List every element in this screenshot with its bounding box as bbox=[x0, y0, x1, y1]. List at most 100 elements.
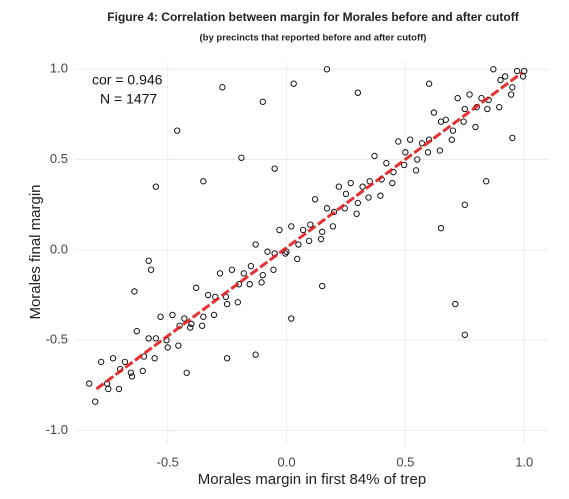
chart-subtitle: (by precincts that reported before and a… bbox=[200, 33, 427, 44]
scatter-point bbox=[264, 248, 271, 255]
x-tick-label: -0.5 bbox=[156, 454, 178, 469]
scatter-point bbox=[317, 235, 325, 243]
scatter-point bbox=[436, 147, 444, 154]
scatter-point bbox=[228, 266, 236, 273]
annotation: cor = 0.946 bbox=[92, 72, 163, 88]
scatter-point bbox=[271, 165, 278, 172]
scatter-point bbox=[157, 313, 164, 320]
scatter-point bbox=[219, 84, 226, 91]
scatter-point bbox=[329, 223, 337, 230]
scatter-point bbox=[169, 311, 176, 319]
scatter-point bbox=[508, 91, 515, 98]
scatter-point bbox=[139, 367, 146, 375]
scatter-point bbox=[151, 355, 158, 362]
x-tick-label: 0.0 bbox=[278, 454, 296, 469]
scatter-point bbox=[437, 118, 445, 125]
scatter-point bbox=[115, 385, 123, 393]
scatter-point bbox=[497, 76, 504, 84]
scatter-point bbox=[461, 105, 468, 113]
scatter-point bbox=[496, 104, 503, 111]
scatter-point bbox=[330, 208, 338, 216]
scatter-point bbox=[319, 282, 326, 290]
scatter-point bbox=[390, 169, 397, 176]
scatter-point bbox=[383, 160, 390, 167]
scatter-point bbox=[449, 127, 457, 134]
scatter-point bbox=[223, 355, 231, 362]
scatter-point bbox=[513, 67, 521, 75]
scatter-point bbox=[430, 109, 438, 116]
scatter-point bbox=[483, 178, 490, 185]
scatter-point bbox=[389, 179, 396, 187]
scatter-point bbox=[133, 328, 140, 335]
scatter-point bbox=[200, 178, 207, 185]
scatter-point bbox=[406, 136, 414, 143]
scatter-point bbox=[252, 351, 259, 358]
scatter-point bbox=[452, 300, 459, 308]
scatter-point bbox=[307, 221, 314, 228]
y-tick-label: -1.0 bbox=[46, 422, 68, 437]
scatter-point bbox=[300, 226, 307, 234]
scatter-point bbox=[258, 279, 265, 286]
annotation: N = 1477 bbox=[100, 91, 157, 107]
scatter-point bbox=[121, 358, 129, 366]
scatter-point bbox=[175, 342, 182, 349]
scatter-point bbox=[174, 127, 181, 134]
scatter-point bbox=[183, 369, 190, 376]
scatter-point bbox=[145, 335, 152, 342]
scatter-point bbox=[323, 205, 331, 212]
scatter-point bbox=[86, 380, 93, 387]
scatter-point bbox=[290, 80, 297, 87]
scatter-point bbox=[210, 311, 218, 319]
scatter-point bbox=[366, 178, 373, 185]
scatter-point bbox=[247, 262, 255, 270]
scatter-point bbox=[342, 190, 350, 198]
scatter-point bbox=[412, 167, 420, 174]
scatter-point bbox=[234, 299, 241, 306]
scatter-point bbox=[164, 344, 171, 351]
scatter-point bbox=[335, 183, 342, 190]
scatter-point bbox=[152, 183, 159, 190]
scatter-point bbox=[460, 118, 467, 125]
fit-line bbox=[95, 71, 523, 391]
scatter-point bbox=[288, 315, 295, 322]
scatter-point bbox=[276, 226, 283, 234]
scatter-point bbox=[128, 373, 136, 380]
scatter-point bbox=[152, 335, 159, 342]
scatter-point bbox=[371, 152, 378, 160]
scatter-point bbox=[288, 223, 295, 230]
scatter-point bbox=[238, 154, 245, 161]
scatter-point bbox=[424, 149, 432, 156]
scatter-point bbox=[246, 281, 253, 288]
x-tick-label: 1.0 bbox=[515, 454, 533, 469]
scatter-point bbox=[466, 91, 473, 98]
scatter-point bbox=[187, 324, 194, 331]
scatter-point bbox=[147, 266, 155, 273]
scatter-point bbox=[401, 161, 408, 169]
scatter-point bbox=[295, 241, 302, 248]
scatter-point bbox=[377, 192, 384, 199]
scatter-point bbox=[509, 84, 516, 91]
scatter-point bbox=[240, 270, 247, 277]
y-axis-label: Morales final margin bbox=[27, 184, 44, 319]
scatter-point bbox=[92, 398, 99, 405]
x-tick-label: 0.5 bbox=[396, 454, 414, 469]
scatter-point bbox=[223, 300, 231, 308]
scatter-point bbox=[131, 288, 138, 295]
scatter-point bbox=[204, 291, 212, 299]
scatter-point bbox=[347, 179, 354, 187]
scatter-point bbox=[472, 123, 479, 131]
y-tick-label: 0.5 bbox=[50, 151, 68, 166]
scatter-point bbox=[305, 237, 313, 245]
scatter-point bbox=[319, 228, 326, 235]
scatter-point bbox=[181, 315, 188, 322]
scatter-point bbox=[105, 385, 112, 393]
scatter-point bbox=[490, 66, 497, 73]
scatter-point bbox=[354, 89, 361, 96]
scatter-point bbox=[461, 331, 468, 338]
y-tick-label: 0.0 bbox=[50, 241, 68, 256]
scatter-point bbox=[437, 225, 445, 232]
scatter-point bbox=[509, 134, 516, 142]
scatter-point bbox=[282, 250, 289, 257]
scatter-point bbox=[521, 67, 528, 75]
